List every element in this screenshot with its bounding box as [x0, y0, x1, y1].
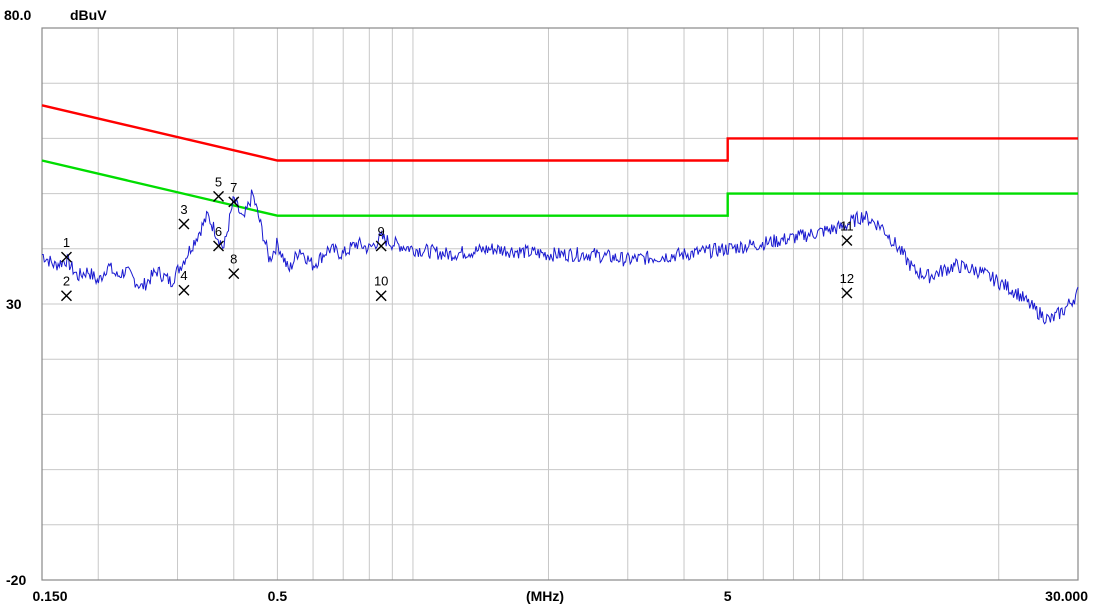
marker-1: 1 — [60, 235, 72, 263]
marker-2: 2 — [60, 274, 72, 302]
marker-9: 9 — [375, 224, 387, 252]
marker-4: 4 — [178, 268, 190, 296]
marker-label: 7 — [230, 180, 237, 195]
marker-label: 1 — [63, 235, 70, 250]
y-top-label: 80.0 — [4, 7, 31, 23]
marker-x — [213, 190, 225, 202]
marker-x — [60, 290, 72, 302]
marker-label: 6 — [215, 224, 222, 239]
limit-line-green — [41, 159, 1078, 217]
marker-x — [841, 235, 853, 247]
y-tick-label: 30 — [6, 296, 22, 312]
marker-label: 2 — [63, 274, 70, 289]
marker-label: 4 — [180, 268, 187, 283]
marker-7: 7 — [228, 180, 240, 208]
marker-label: 3 — [180, 202, 187, 217]
marker-x — [228, 196, 240, 208]
marker-8: 8 — [228, 252, 240, 280]
tick-labels: 30 -20 0.150 0.5 5 30.000 — [6, 296, 1088, 604]
marker-10: 10 — [374, 274, 388, 302]
y-tick-label: -20 — [6, 572, 26, 588]
marker-5: 5 — [213, 174, 225, 202]
marker-12: 12 — [840, 271, 854, 299]
x-tick-label: 30.000 — [1045, 588, 1088, 604]
marker-label: 10 — [374, 274, 388, 289]
marker-x — [375, 290, 387, 302]
grid — [42, 28, 1078, 580]
marker-label: 12 — [840, 271, 854, 286]
y-unit-label: dBuV — [70, 7, 107, 23]
marker-x — [375, 240, 387, 252]
marker-x — [178, 218, 190, 230]
marker-x — [213, 240, 225, 252]
marker-x — [841, 287, 853, 299]
marker-label: 8 — [230, 252, 237, 267]
marker-x — [60, 251, 72, 263]
series-group — [41, 104, 1079, 325]
marker-label: 11 — [840, 219, 854, 234]
marker-3: 3 — [178, 202, 190, 230]
x-tick-label: 5 — [724, 588, 732, 604]
plot-frame — [41, 27, 1079, 581]
marker-label: 5 — [215, 174, 222, 189]
trace-measured — [42, 189, 1079, 325]
x-tick-label: 0.150 — [32, 588, 67, 604]
x-unit-label: (MHz) — [526, 588, 564, 604]
limit-line-red — [41, 104, 1078, 162]
marker-6: 6 — [213, 224, 225, 252]
marker-11: 11 — [840, 219, 854, 247]
marker-x — [228, 268, 240, 280]
marker-label: 9 — [378, 224, 385, 239]
x-tick-label: 0.5 — [268, 588, 288, 604]
marker-x — [178, 284, 190, 296]
